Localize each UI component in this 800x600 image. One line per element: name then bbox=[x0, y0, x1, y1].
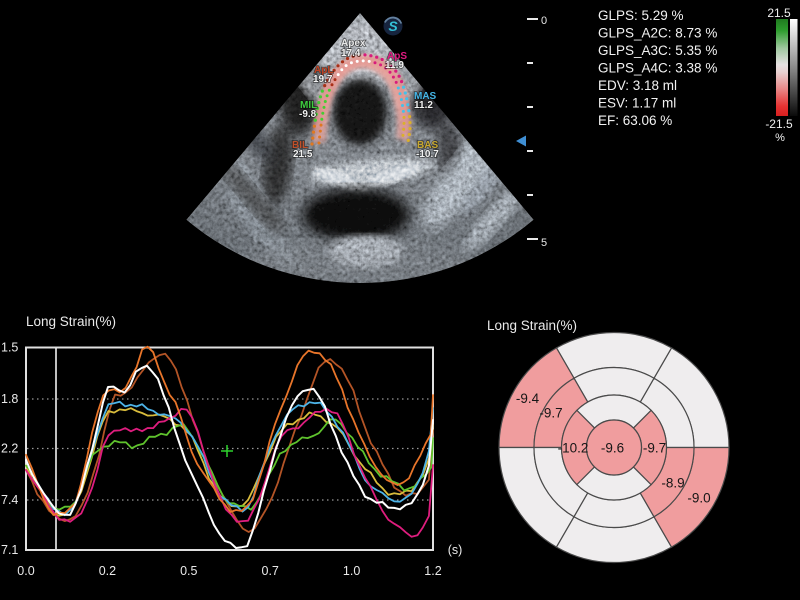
svg-text:GLPS_A2C: 8.73 %: GLPS_A2C: 8.73 % bbox=[598, 26, 717, 41]
svg-text:-8.9: -8.9 bbox=[661, 476, 684, 491]
svg-text:(s): (s) bbox=[448, 543, 463, 557]
svg-text:Apex: Apex bbox=[341, 38, 366, 49]
svg-text:11.9: 11.9 bbox=[385, 60, 404, 71]
svg-text:-9.7: -9.7 bbox=[539, 406, 562, 421]
svg-text:GLPS_A3C: 5.35 %: GLPS_A3C: 5.35 % bbox=[598, 43, 717, 58]
svg-text:17.4: 17.4 bbox=[341, 48, 361, 59]
svg-text:-9.7: -9.7 bbox=[643, 441, 666, 456]
svg-text:5: 5 bbox=[541, 237, 547, 249]
svg-text:Long Strain(%): Long Strain(%) bbox=[487, 318, 577, 333]
svg-text:7.1: 7.1 bbox=[1, 543, 18, 557]
svg-text:11.2: 11.2 bbox=[414, 100, 433, 111]
svg-text:21.5: 21.5 bbox=[767, 6, 791, 20]
svg-text:0.7: 0.7 bbox=[262, 564, 279, 578]
svg-text:MIL: MIL bbox=[300, 100, 317, 111]
svg-text:EF: 63.06 %: EF: 63.06 % bbox=[598, 113, 672, 128]
svg-text:0.0: 0.0 bbox=[17, 564, 34, 578]
svg-text:-9.4: -9.4 bbox=[516, 391, 540, 406]
svg-text:-10.2: -10.2 bbox=[558, 441, 589, 456]
svg-text:ESV: 1.17 ml: ESV: 1.17 ml bbox=[598, 96, 676, 111]
svg-text:21.5: 21.5 bbox=[293, 149, 313, 160]
svg-text:1.5: 1.5 bbox=[1, 341, 18, 355]
svg-text:-21.5: -21.5 bbox=[765, 117, 793, 131]
svg-text:0.5: 0.5 bbox=[180, 564, 197, 578]
svg-text:1.0: 1.0 bbox=[343, 564, 360, 578]
svg-text:0: 0 bbox=[541, 15, 547, 27]
svg-text:-9.6: -9.6 bbox=[601, 441, 624, 456]
svg-text:BAS: BAS bbox=[417, 140, 438, 151]
svg-text:BIL: BIL bbox=[292, 140, 308, 151]
svg-text:-10.7: -10.7 bbox=[416, 149, 439, 160]
svg-text:ApL: ApL bbox=[314, 65, 333, 76]
svg-text:1.8: 1.8 bbox=[1, 392, 18, 406]
svg-text:Long Strain(%): Long Strain(%) bbox=[26, 314, 116, 329]
svg-text:-9.8: -9.8 bbox=[299, 109, 317, 120]
svg-text:GLPS: 5.29 %: GLPS: 5.29 % bbox=[598, 8, 684, 23]
svg-text:2.2: 2.2 bbox=[1, 442, 18, 456]
svg-text:%: % bbox=[775, 132, 785, 144]
svg-text:7.4: 7.4 bbox=[1, 493, 18, 507]
svg-text:1.2: 1.2 bbox=[424, 564, 441, 578]
svg-text:ApS: ApS bbox=[387, 51, 407, 62]
svg-text:-9.0: -9.0 bbox=[687, 491, 710, 506]
svg-text:19.7: 19.7 bbox=[313, 74, 333, 85]
svg-text:EDV: 3.18 ml: EDV: 3.18 ml bbox=[598, 78, 677, 93]
svg-text:MAS: MAS bbox=[414, 91, 437, 102]
svg-text:0.2: 0.2 bbox=[99, 564, 116, 578]
svg-text:S: S bbox=[388, 18, 398, 34]
svg-text:GLPS_A4C: 3.38 %: GLPS_A4C: 3.38 % bbox=[598, 61, 717, 76]
